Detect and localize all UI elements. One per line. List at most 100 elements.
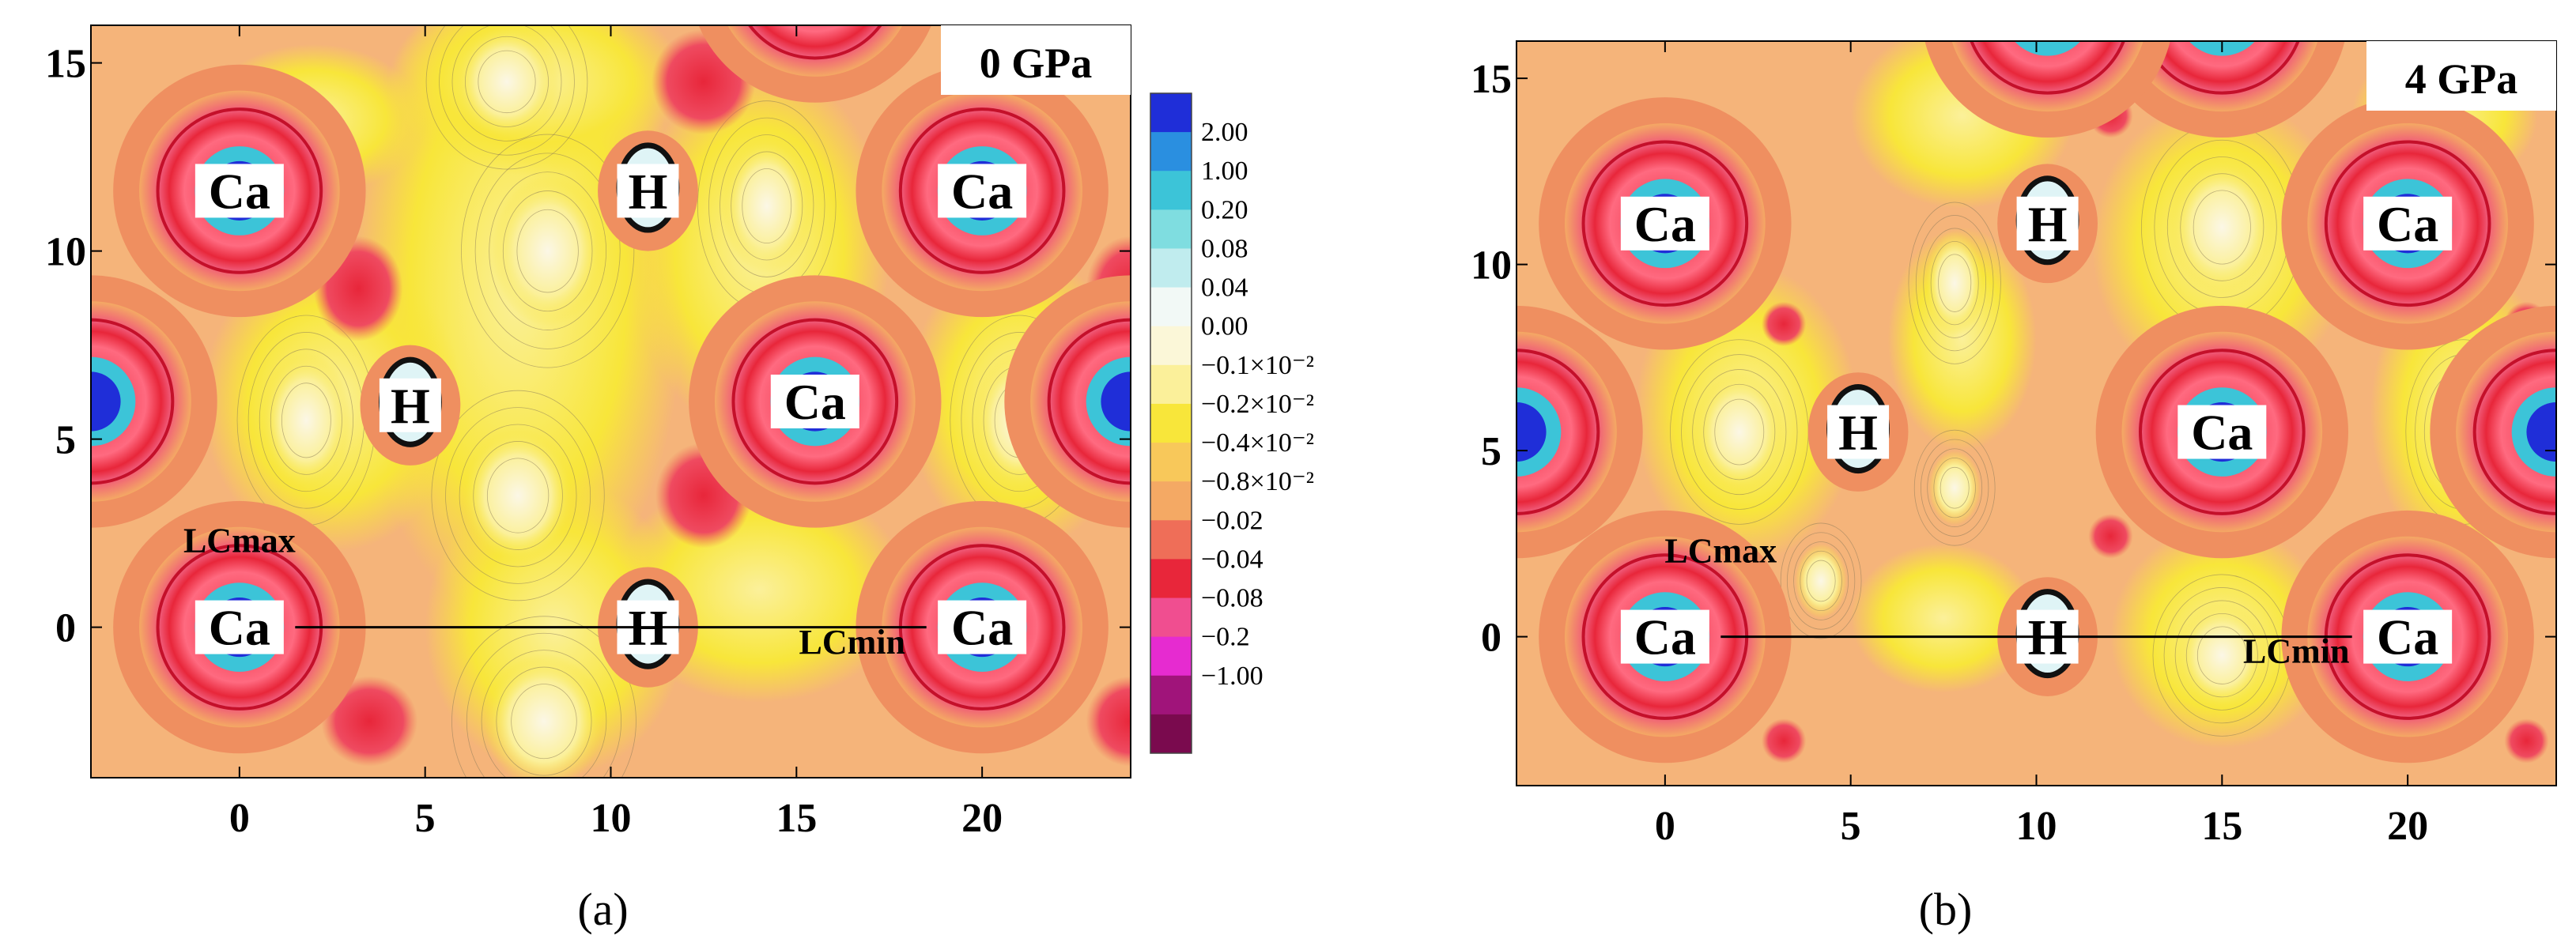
charge-depletion-spot: [1761, 301, 1807, 347]
ca-ring-line: [156, 107, 323, 274]
colorbar: 2.00 1.00 0.20 0.08 0.04 0.00 −0.1×10⁻² −0.2×10…: [1150, 92, 1314, 754]
contour-line: [1913, 429, 1996, 546]
contour-line: [259, 349, 353, 492]
y-tick-label: 10: [1471, 243, 1512, 288]
ca-core-inner: [2526, 401, 2556, 462]
colorbar-swatch: [1150, 326, 1192, 366]
atom-label-box: [195, 600, 284, 654]
atom-label-box: [379, 378, 441, 432]
contour-line: [496, 666, 592, 776]
ca-ring-line: [1047, 318, 1131, 485]
contour-line: [1930, 240, 1979, 326]
atom-label-box: [938, 164, 1027, 218]
colorbar-swatch: [1150, 209, 1192, 249]
atom-label: Ca: [2377, 609, 2438, 665]
contour-line: [270, 365, 342, 475]
colorbar-swatch: [1150, 481, 1192, 521]
contour-line: [281, 383, 331, 458]
contour-line: [439, 25, 575, 156]
atom-label-box: [2363, 609, 2453, 664]
contour-line: [502, 190, 593, 312]
panel-b-axes: 0 5 10 15 20 0 5 10 15: [1471, 41, 2556, 849]
y-tick-label: 0: [1481, 616, 1501, 661]
charge-depletion-spot: [321, 676, 418, 767]
lc-annotation: LCmin: [799, 623, 905, 662]
colorbar-frame: [1150, 92, 1192, 754]
ca-ring: [727, 25, 903, 77]
contour-line: [1786, 532, 1856, 630]
contour-line: [511, 684, 577, 760]
contour-line: [1915, 215, 1994, 352]
x-tick-label: 15: [2201, 804, 2242, 849]
panel-a-contour-field: [91, 0, 1131, 778]
x-tick-label: 10: [591, 796, 632, 841]
contour-line: [1938, 254, 1972, 312]
colorbar-swatch: [1150, 364, 1192, 405]
contour-line: [1681, 354, 1798, 510]
charge-depletion-spot: [2088, 514, 2133, 559]
white-region: [484, 653, 604, 778]
colorbar-level-label: −0.2×10⁻²: [1201, 390, 1314, 419]
atom-label-box: [2363, 196, 2453, 251]
ca-ring: [2126, 41, 2318, 112]
contour-line: [1714, 398, 1765, 466]
white-region: [1795, 543, 1847, 619]
x-tick-label: 0: [1655, 804, 1675, 849]
colorbar-level-label: −0.04: [1201, 545, 1263, 574]
contour-line: [451, 616, 636, 778]
contour-line: [461, 134, 635, 368]
yellow-region: [1850, 543, 2037, 693]
colorbar-swatch: [1150, 559, 1192, 599]
contour-line: [451, 25, 562, 141]
colorbar-level-label: −0.08: [1201, 584, 1263, 613]
atom-label: H: [1838, 405, 1878, 461]
white-region: [2177, 603, 2267, 708]
contour-line: [425, 25, 588, 170]
ca-core: [770, 0, 859, 21]
white-region: [455, 25, 559, 138]
contour-line: [478, 50, 536, 114]
ca-ring-line: [2139, 349, 2306, 515]
ca-ring-line: [2324, 140, 2491, 307]
contour-line: [1692, 369, 1787, 496]
contour-line: [481, 650, 607, 778]
colorbar-swatch: [1150, 93, 1192, 133]
colorbar-level-label: −0.4×10⁻²: [1201, 428, 1314, 458]
panel-b-label: (b): [1919, 884, 1973, 935]
ca-ring-line: [747, 25, 882, 60]
contour-line: [489, 172, 607, 330]
lc-annotation: LCmin: [2243, 632, 2349, 671]
ca-ring: [91, 301, 191, 502]
y-tick-label: 0: [55, 606, 76, 651]
contour-line: [2163, 587, 2280, 724]
x-tick-label: 0: [229, 796, 250, 841]
x-tick-label: 15: [776, 796, 817, 841]
ca-ring-line: [2144, 41, 2300, 95]
white-region: [1928, 450, 1981, 526]
ca-ring: [1030, 301, 1131, 502]
colorbar-swatch: [1150, 287, 1192, 327]
contour-line: [1908, 202, 2001, 364]
white-region: [492, 175, 604, 326]
white-region: [462, 428, 574, 564]
white-region: [2170, 160, 2275, 295]
colorbar-swatch: [1150, 443, 1192, 482]
contour-line: [459, 424, 577, 567]
panel-a-pressure-box: 0 GPa: [941, 25, 1131, 95]
atom-label: H: [629, 163, 668, 219]
y-tick-label: 5: [1481, 429, 1501, 474]
colorbar-level-label: 1.00: [1201, 156, 1248, 186]
colorbar-swatch: [1150, 714, 1192, 754]
colorbar-level-label: 0.08: [1201, 234, 1248, 263]
contour-line: [474, 153, 621, 349]
x-tick-label: 5: [415, 796, 436, 841]
contour-line: [1793, 541, 1849, 620]
ca-ring-line: [898, 107, 1066, 274]
atom-label: Ca: [1634, 196, 1696, 252]
colorbar-level-label: 2.00: [1201, 118, 1248, 147]
ca-ring-line: [1970, 41, 2125, 95]
x-tick-label: 20: [961, 796, 1003, 841]
panel-b-pressure-label: 4 GPa: [2405, 55, 2518, 103]
